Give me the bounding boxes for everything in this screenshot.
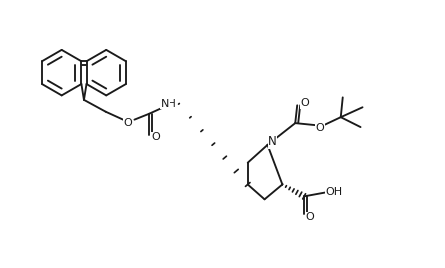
Text: O: O — [301, 98, 310, 108]
Text: O: O — [123, 118, 132, 128]
Text: N: N — [161, 99, 169, 109]
Text: OH: OH — [325, 187, 342, 198]
Text: O: O — [306, 212, 315, 222]
Text: O: O — [152, 132, 161, 143]
Text: O: O — [316, 123, 324, 133]
Text: H: H — [168, 99, 176, 109]
Text: N: N — [268, 135, 277, 148]
